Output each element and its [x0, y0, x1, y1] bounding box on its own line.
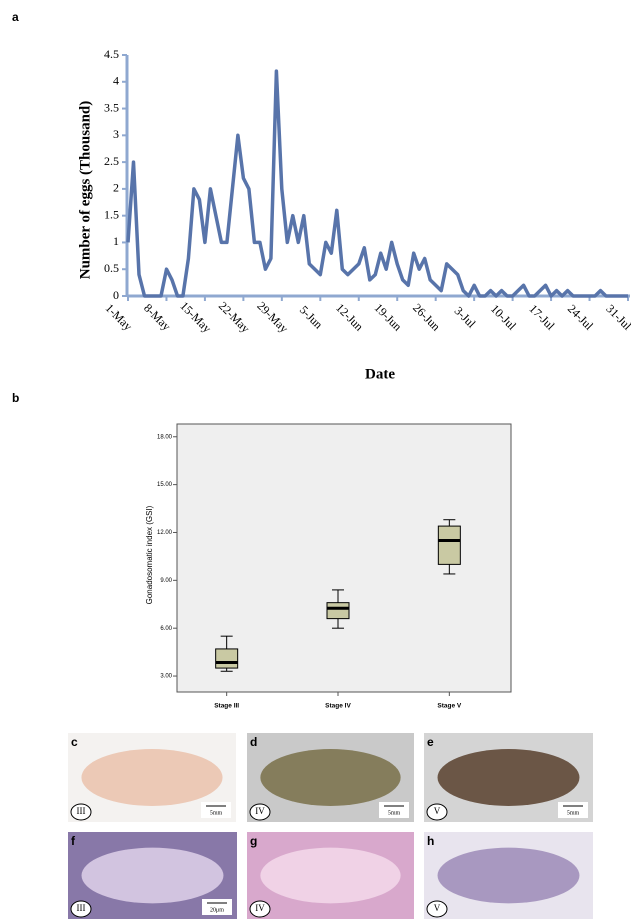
panel-label: b	[12, 391, 19, 405]
photo-panels: c III 5mm d IV 5mm e V 5mm f III 20μm g IV h V	[68, 733, 593, 919]
stage-label: III	[77, 806, 86, 816]
x-tick-label: 19-Jun	[372, 301, 405, 334]
stage-label: IV	[255, 806, 265, 816]
y-tick-label: 4	[113, 74, 119, 88]
x-tick-label: Stage IV	[325, 703, 351, 710]
specimen	[81, 749, 223, 806]
panel-label: a	[12, 10, 19, 24]
specimen	[81, 847, 224, 904]
stage-icon	[249, 803, 271, 821]
photo-label: g	[250, 834, 257, 848]
stage-icon	[70, 803, 92, 821]
specimen	[437, 749, 580, 806]
x-tick-label: 8-May	[141, 301, 174, 334]
y-tick-label: 1	[113, 234, 119, 248]
stage-icon	[70, 900, 92, 918]
x-tick-label: 24-Jul	[565, 302, 597, 334]
photo-label: d	[250, 735, 257, 749]
y-axis-title: Number of eggs (Thousand)	[77, 101, 93, 280]
x-tick-label: 3-Jul	[452, 304, 479, 331]
y-axis-title: Gonadosomatic index (GSI)	[145, 505, 154, 604]
y-tick-label: 3	[113, 127, 119, 141]
specimen	[260, 847, 401, 904]
x-tick-label: 5-Jun	[297, 303, 326, 332]
box	[326, 602, 350, 620]
y-tick-label: 15.00	[157, 482, 173, 488]
box	[437, 525, 461, 565]
box	[215, 648, 239, 669]
y-tick-label: 4.5	[104, 47, 119, 61]
stage-label: IV	[255, 903, 265, 913]
y-tick-label: 12.00	[157, 530, 173, 536]
x-tick-label: 15-May	[177, 299, 214, 336]
stage-icon	[426, 900, 448, 918]
y-tick-label: 3.5	[104, 100, 119, 114]
x-tick-label: 26-Jun	[410, 301, 443, 334]
y-tick-label: 0.5	[104, 261, 119, 275]
x-tick-label: Stage III	[214, 703, 239, 710]
photo-label: h	[427, 834, 434, 848]
x-tick-label: 29-May	[254, 299, 291, 336]
scale-label: 20μm	[210, 907, 224, 913]
x-tick-label: 10-Jul	[488, 302, 520, 334]
stage-label: III	[77, 903, 86, 913]
photo-label: c	[71, 735, 78, 749]
specimen	[260, 749, 401, 806]
y-tick-label: 2	[113, 181, 119, 195]
scale-label: 5mm	[388, 810, 401, 816]
x-axis-title: Date	[365, 366, 395, 382]
photo-label: e	[427, 735, 434, 749]
x-tick-label: 22-May	[216, 299, 253, 336]
photo-label: f	[71, 834, 76, 848]
data-line	[126, 69, 628, 298]
y-tick-label: 18.00	[157, 434, 173, 440]
x-tick-label: 12-Jun	[333, 301, 366, 334]
x-tick-label: 17-Jul	[526, 302, 558, 334]
x-tick-label: Stage V	[437, 703, 462, 710]
stage-icon	[249, 900, 271, 918]
x-tick-label: 31-Jul	[603, 302, 631, 334]
y-tick-label: 6.00	[160, 626, 172, 632]
stage-label: V	[434, 903, 441, 913]
scale-label: 5mm	[567, 810, 580, 816]
stage-icon	[426, 803, 448, 821]
x-tick-label: 1-May	[103, 301, 136, 334]
y-tick-label: 2.5	[104, 154, 119, 168]
y-tick-label: 0	[113, 288, 119, 302]
y-tick-label: 1.5	[104, 207, 119, 221]
y-tick-label: 3.00	[160, 674, 172, 680]
scale-label: 5mm	[210, 810, 223, 816]
specimen	[437, 847, 580, 904]
stage-label: V	[434, 806, 441, 816]
y-tick-label: 9.00	[160, 578, 172, 584]
